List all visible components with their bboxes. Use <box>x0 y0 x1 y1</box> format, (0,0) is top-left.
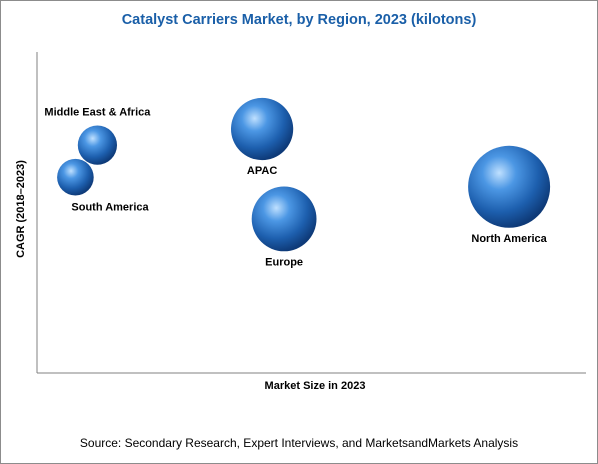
bubble-label-apac: APAC <box>247 165 277 177</box>
bubble-label-north-america: North America <box>471 233 547 245</box>
bubble-south-america <box>57 158 94 196</box>
chart-title: Catalyst Carriers Market, by Region, 202… <box>121 12 477 28</box>
source-note: Source: Secondary Research, Expert Inter… <box>79 436 519 450</box>
bubble-group: Middle East & Africa South America APAC Eur… <box>44 97 551 268</box>
bubble-north-america <box>468 145 551 228</box>
bubble-apac <box>231 97 294 161</box>
bubble-label-middle-east-africa: Middle East & Africa <box>44 107 151 119</box>
bubble-label-south-america: South America <box>71 202 149 214</box>
x-axis-label: Market Size in 2023 <box>264 380 366 392</box>
bubble-label-europe: Europe <box>265 256 303 268</box>
bubble-europe <box>251 186 317 252</box>
bubble-middle-east-africa <box>77 125 117 165</box>
